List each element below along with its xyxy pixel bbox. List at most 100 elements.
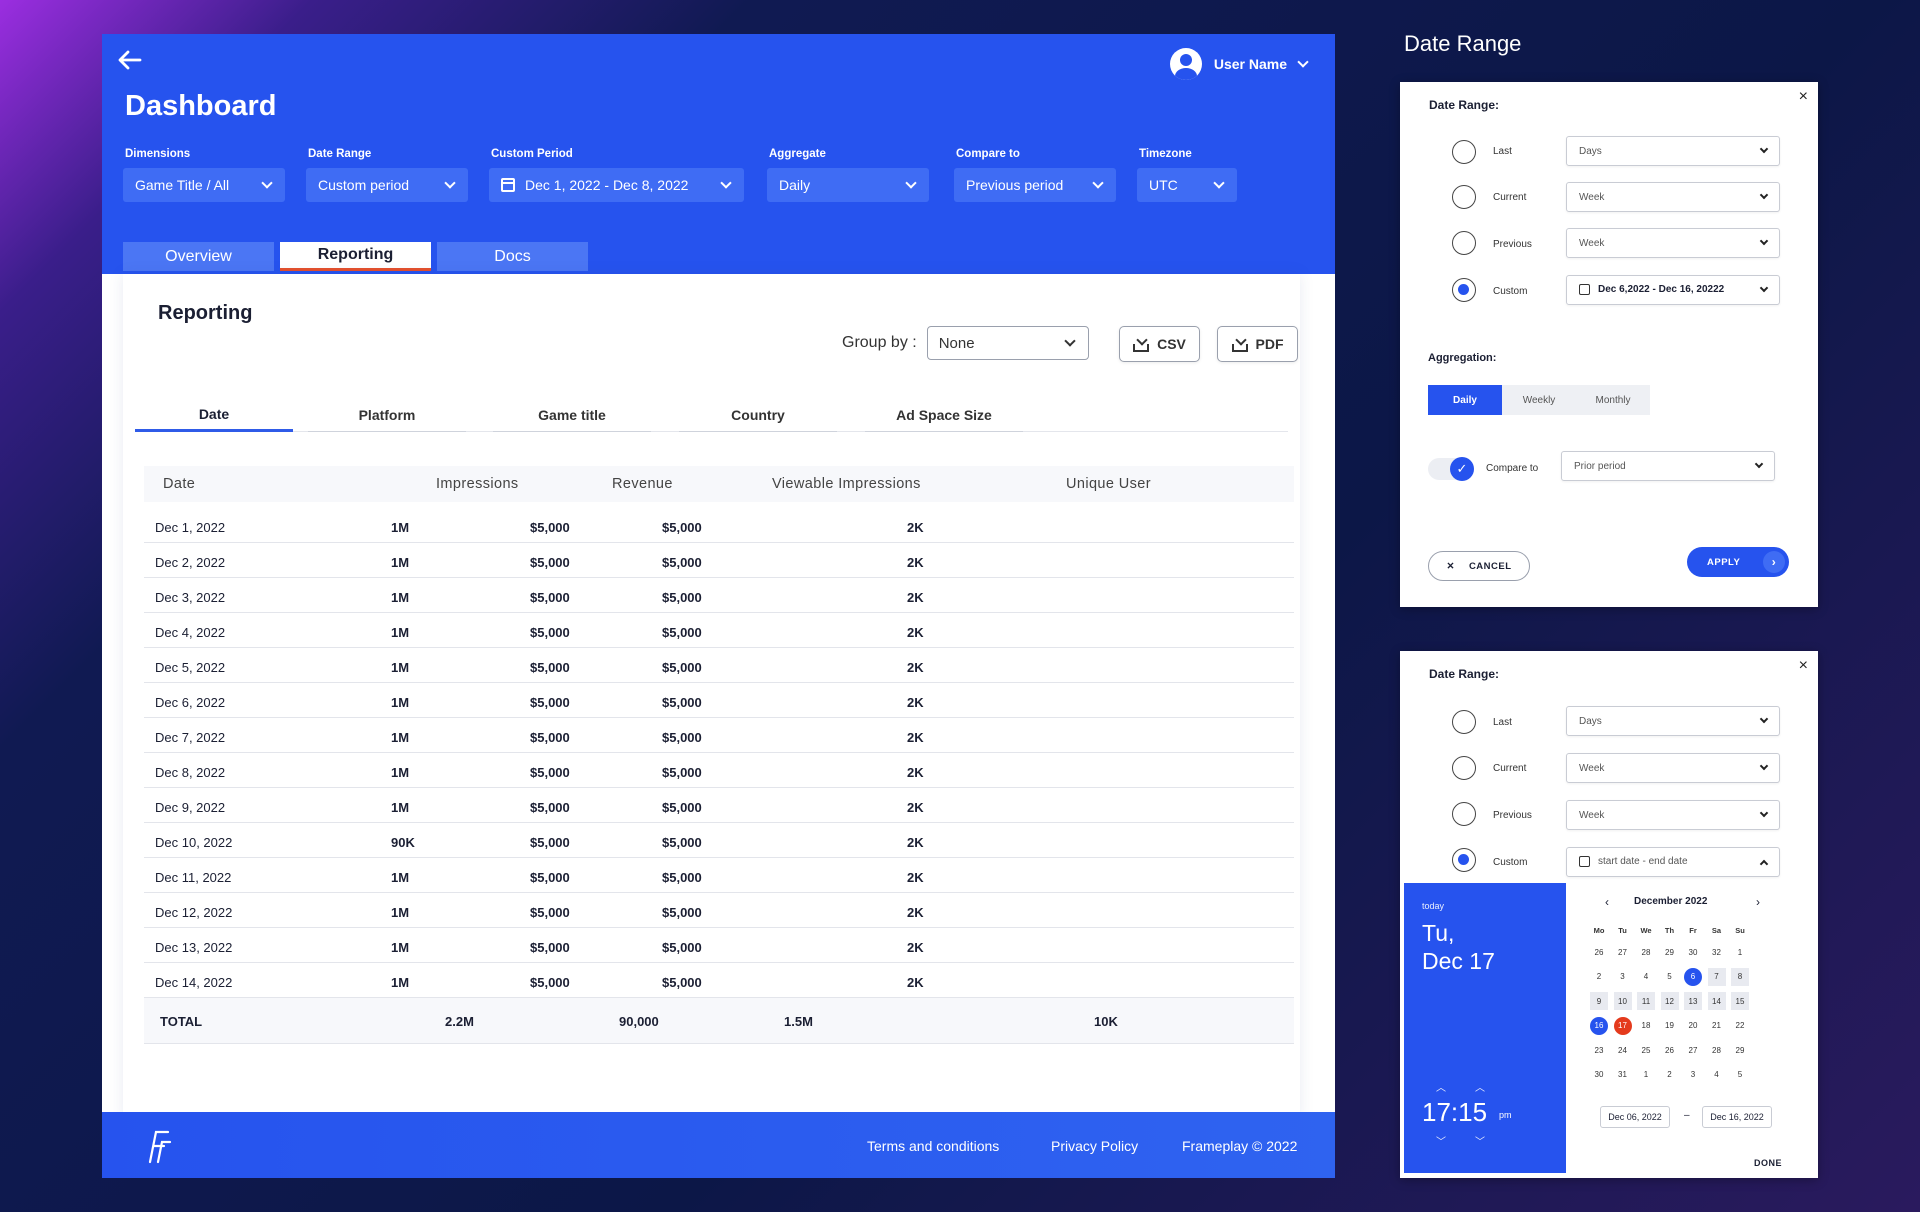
calendar-day[interactable]: 30 [1594, 1070, 1604, 1079]
prev-month-icon[interactable]: ‹ [1605, 895, 1609, 909]
subtab-platform[interactable]: Platform [308, 398, 466, 432]
calendar-day[interactable]: 23 [1594, 1045, 1604, 1055]
current-select[interactable]: Week [1566, 753, 1780, 783]
last-select[interactable]: Days [1566, 136, 1780, 166]
radio-last[interactable] [1452, 710, 1476, 734]
subtab-country[interactable]: Country [679, 398, 837, 432]
calendar-day[interactable]: 14 [1707, 992, 1726, 1010]
tab-overview[interactable]: Overview [123, 242, 274, 271]
column-header[interactable]: Unique User [1066, 476, 1151, 492]
calendar-day[interactable]: 9 [1590, 992, 1608, 1010]
calendar-day[interactable]: 29 [1735, 1045, 1745, 1055]
compare-select[interactable]: Prior period [1561, 451, 1775, 481]
calendar-day[interactable]: 1 [1737, 947, 1743, 957]
calendar-day[interactable]: 20 [1688, 1021, 1698, 1030]
calendar-day[interactable]: 3 [1620, 972, 1625, 981]
calendar-day[interactable]: 22 [1735, 1021, 1745, 1030]
close-icon[interactable]: × [1798, 88, 1808, 105]
radio-custom[interactable] [1452, 848, 1476, 872]
calendar-day[interactable]: 19 [1665, 1021, 1674, 1030]
radio-previous[interactable] [1452, 802, 1476, 826]
minute-up-icon[interactable]: ︿ [1475, 1083, 1485, 1094]
cancel-button[interactable]: ✕ CANCEL [1428, 551, 1530, 581]
calendar-day[interactable]: 5 [1737, 1070, 1743, 1079]
hour-down-icon[interactable]: ﹀ [1436, 1137, 1446, 1148]
end-date-input[interactable]: Dec 16, 2022 [1702, 1106, 1772, 1128]
aggregation-daily[interactable]: Daily [1428, 385, 1502, 415]
radio-current[interactable] [1452, 185, 1476, 209]
calendar-day[interactable]: 30 [1688, 947, 1698, 957]
calendar-day[interactable]: 2 [1667, 1070, 1672, 1079]
calendar-day[interactable]: 27 [1618, 947, 1627, 957]
calendar-day[interactable]: 10 [1613, 992, 1632, 1010]
calendar-day[interactable]: 6 [1684, 967, 1702, 986]
radio-previous[interactable] [1452, 231, 1476, 255]
calendar-day[interactable]: 1 [1643, 1070, 1649, 1079]
calendar-day[interactable]: 18 [1641, 1021, 1651, 1030]
compare-toggle[interactable] [1428, 457, 1474, 481]
calendar-day[interactable]: 5 [1667, 972, 1672, 981]
column-header[interactable]: Impressions [436, 476, 519, 492]
calendar-day[interactable]: 4 [1643, 972, 1649, 981]
calendar-day[interactable]: 28 [1641, 947, 1651, 957]
calendar-day[interactable]: 24 [1618, 1045, 1627, 1055]
calendar-day[interactable]: 13 [1684, 992, 1702, 1010]
group-by-select[interactable]: None [926, 326, 1089, 360]
minute-down-icon[interactable]: ﹀ [1475, 1137, 1485, 1148]
done-button[interactable]: DONE [1753, 1158, 1782, 1168]
current-select[interactable]: Week [1566, 182, 1780, 212]
hour-up-icon[interactable]: ︿ [1436, 1083, 1446, 1094]
custom-period-select[interactable]: Dec 1, 2022 - Dec 8, 2022 [489, 168, 744, 202]
export-pdf-button[interactable]: PDF [1217, 326, 1298, 362]
close-icon[interactable]: × [1798, 657, 1808, 674]
subtab-game-title[interactable]: Game title [493, 398, 651, 432]
calendar-day[interactable]: 12 [1660, 992, 1679, 1010]
last-select[interactable]: Days [1566, 706, 1780, 736]
radio-current[interactable] [1452, 756, 1476, 780]
next-month-icon[interactable]: › [1756, 895, 1760, 909]
calendar-day[interactable]: 25 [1641, 1045, 1651, 1055]
calendar-day[interactable]: 3 [1690, 1070, 1696, 1079]
aggregate-select[interactable]: Daily [767, 168, 929, 202]
calendar-day[interactable]: 31 [1618, 1070, 1627, 1079]
privacy-link[interactable]: Privacy Policy [1051, 1138, 1139, 1154]
column-header[interactable]: Viewable Impressions [772, 476, 921, 492]
previous-select[interactable]: Week [1566, 800, 1780, 830]
aggregation-weekly[interactable]: Weekly [1502, 385, 1576, 415]
tab-docs[interactable]: Docs [437, 242, 588, 271]
calendar-day[interactable]: 32 [1712, 947, 1721, 957]
dimensions-select[interactable]: Game Title / All [123, 168, 285, 202]
radio-custom[interactable] [1452, 278, 1476, 302]
date-range-select[interactable]: Custom period [306, 168, 468, 202]
column-header[interactable]: Date [163, 476, 196, 492]
calendar-day[interactable]: 26 [1594, 947, 1604, 957]
terms-link[interactable]: Terms and conditions [867, 1138, 1000, 1154]
calendar-day[interactable]: 28 [1712, 1045, 1721, 1055]
apply-button[interactable]: APPLY › [1687, 547, 1789, 577]
tab-reporting[interactable]: Reporting [280, 242, 431, 271]
frameplay-logo-icon[interactable] [146, 1128, 172, 1164]
start-date-input[interactable]: Dec 06, 2022 [1600, 1106, 1670, 1128]
calendar-day[interactable]: 16 [1590, 1016, 1608, 1035]
calendar-day[interactable]: 29 [1665, 947, 1674, 957]
subtab-ad-space-size[interactable]: Ad Space Size [865, 398, 1023, 432]
subtab-date[interactable]: Date [135, 398, 293, 432]
calendar-day[interactable]: 7 [1707, 967, 1726, 986]
calendar-day[interactable]: 21 [1712, 1021, 1721, 1030]
calendar-day[interactable]: 8 [1731, 967, 1749, 986]
custom-range-select[interactable]: Dec 6,2022 - Dec 16, 20222 [1566, 275, 1780, 305]
radio-last[interactable] [1452, 140, 1476, 164]
calendar-day[interactable]: 26 [1665, 1045, 1674, 1055]
calendar-day[interactable]: 27 [1688, 1045, 1698, 1055]
aggregation-monthly[interactable]: Monthly [1576, 385, 1650, 415]
calendar-day[interactable]: 15 [1731, 992, 1749, 1010]
column-header[interactable]: Revenue [612, 476, 673, 492]
calendar-day[interactable]: 4 [1714, 1070, 1719, 1079]
custom-range-input[interactable]: start date - end date [1566, 847, 1780, 877]
calendar-day[interactable]: 17 [1613, 1016, 1632, 1035]
calendar-day[interactable]: 2 [1596, 972, 1602, 981]
export-csv-button[interactable]: CSV [1119, 326, 1200, 362]
back-arrow-icon[interactable] [116, 46, 144, 74]
previous-select[interactable]: Week [1566, 228, 1780, 258]
user-menu[interactable]: User Name [1169, 48, 1309, 80]
